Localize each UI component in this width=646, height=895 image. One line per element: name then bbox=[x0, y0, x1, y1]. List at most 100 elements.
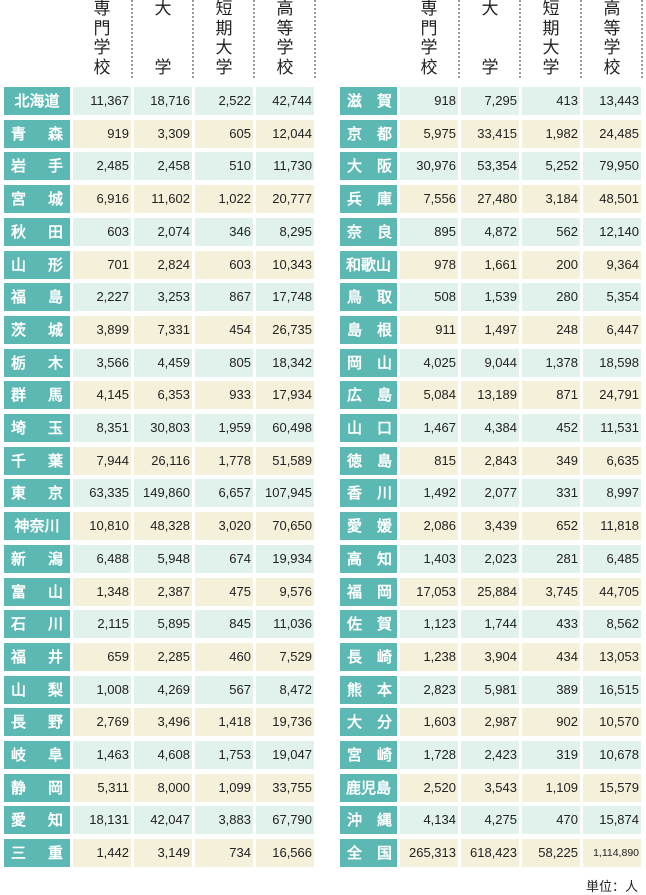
header-char: 学 bbox=[276, 38, 294, 58]
value-cell: 8,472 bbox=[256, 675, 314, 704]
table-row: 和歌山 978 1,661 200 9,364 bbox=[340, 250, 641, 279]
header-high-school: 高等学校 bbox=[583, 0, 643, 78]
table-row: 茨 城 3,899 7,331 454 26,735 bbox=[4, 315, 314, 344]
prefecture-label: 福 岡 bbox=[340, 577, 397, 606]
prefecture-label: 群 馬 bbox=[4, 381, 70, 410]
value-cell: 265,313 bbox=[400, 839, 458, 868]
value-cell: 7,295 bbox=[461, 87, 519, 115]
table-row: 愛 媛 2,086 3,439 652 11,818 bbox=[340, 512, 641, 541]
value-cell: 1,463 bbox=[73, 741, 131, 769]
value-cell: 63,335 bbox=[73, 479, 131, 508]
value-cell: 19,934 bbox=[256, 544, 314, 573]
value-cell: 3,020 bbox=[195, 512, 253, 541]
value-cell: 815 bbox=[400, 446, 458, 475]
value-cell: 26,735 bbox=[256, 315, 314, 344]
value-cell: 17,053 bbox=[400, 577, 458, 606]
table-row: 福 井 659 2,285 460 7,529 bbox=[4, 642, 314, 671]
table-row: 富 山 1,348 2,387 475 9,576 bbox=[4, 577, 314, 606]
value-cell: 44,705 bbox=[583, 577, 641, 606]
header-char: 学 bbox=[420, 38, 438, 58]
value-cell: 867 bbox=[195, 283, 253, 312]
table-row: 山 梨 1,008 4,269 567 8,472 bbox=[4, 675, 314, 704]
prefecture-label: 埼 玉 bbox=[4, 414, 70, 442]
table-row: 福 島 2,227 3,253 867 17,748 bbox=[4, 283, 314, 312]
header-university: 大学 bbox=[461, 0, 521, 78]
value-cell: 24,485 bbox=[583, 119, 641, 148]
value-cell: 871 bbox=[522, 381, 580, 410]
header-char: 学 bbox=[93, 38, 111, 58]
value-cell: 510 bbox=[195, 152, 253, 181]
value-cell: 200 bbox=[522, 250, 580, 279]
value-cell: 17,934 bbox=[256, 381, 314, 410]
header-char: 学 bbox=[215, 57, 233, 78]
prefecture-label: 栃 木 bbox=[4, 348, 70, 377]
header-char: 門 bbox=[420, 18, 438, 39]
value-cell: 70,650 bbox=[256, 512, 314, 541]
value-cell: 2,987 bbox=[461, 708, 519, 737]
header-char: 等 bbox=[603, 18, 621, 39]
value-cell: 6,916 bbox=[73, 185, 131, 214]
prefecture-label: 愛 媛 bbox=[340, 512, 397, 541]
value-cell: 701 bbox=[73, 250, 131, 279]
value-cell: 5,252 bbox=[522, 152, 580, 181]
table-row: 広 島 5,084 13,189 871 24,791 bbox=[340, 381, 641, 410]
value-cell: 8,000 bbox=[134, 773, 192, 802]
value-cell: 2,115 bbox=[73, 610, 131, 639]
prefecture-label: 大 阪 bbox=[340, 152, 397, 181]
header-char: 短 bbox=[215, 0, 233, 19]
header-char: 大 bbox=[154, 0, 172, 19]
value-cell: 562 bbox=[522, 217, 580, 246]
prefecture-label: 山 形 bbox=[4, 250, 70, 279]
prefecture-label: 青 森 bbox=[4, 119, 70, 148]
value-cell: 281 bbox=[522, 544, 580, 573]
prefecture-label: 京 都 bbox=[340, 119, 397, 148]
header-char: 専 bbox=[93, 0, 111, 19]
prefecture-label: 愛 知 bbox=[4, 806, 70, 835]
table-row: 鳥 取 508 1,539 280 5,354 bbox=[340, 283, 641, 312]
prefecture-label: 鹿児島 bbox=[340, 773, 397, 802]
value-cell: 8,562 bbox=[583, 610, 641, 639]
header-high-school: 高等学校 bbox=[256, 0, 316, 78]
prefecture-label: 東 京 bbox=[4, 479, 70, 508]
value-cell: 6,657 bbox=[195, 479, 253, 508]
prefecture-label: 徳 島 bbox=[340, 446, 397, 475]
value-cell: 2,227 bbox=[73, 283, 131, 312]
value-cell: 845 bbox=[195, 610, 253, 639]
value-cell: 1,109 bbox=[522, 773, 580, 802]
value-cell: 659 bbox=[73, 642, 131, 671]
value-cell: 1,123 bbox=[400, 610, 458, 639]
header-char: 専 bbox=[420, 0, 438, 19]
value-cell: 30,803 bbox=[134, 414, 192, 442]
value-cell: 734 bbox=[195, 839, 253, 868]
value-cell: 13,189 bbox=[461, 381, 519, 410]
header-char: 門 bbox=[93, 18, 111, 39]
value-cell: 4,384 bbox=[461, 414, 519, 442]
value-cell: 618,423 bbox=[461, 839, 519, 868]
header-char: 学 bbox=[603, 38, 621, 58]
value-cell: 331 bbox=[522, 479, 580, 508]
value-cell: 67,790 bbox=[256, 806, 314, 835]
value-cell: 933 bbox=[195, 381, 253, 410]
prefecture-label: 島 根 bbox=[340, 315, 397, 344]
value-cell: 26,116 bbox=[134, 446, 192, 475]
header-char: 校 bbox=[93, 57, 111, 78]
header-char: 校 bbox=[603, 57, 621, 78]
value-cell: 652 bbox=[522, 512, 580, 541]
header-char: 大 bbox=[542, 38, 560, 58]
value-cell: 9,044 bbox=[461, 348, 519, 377]
value-cell: 1,442 bbox=[73, 839, 131, 868]
table-row: 山 口 1,467 4,384 452 11,531 bbox=[340, 414, 641, 442]
value-cell: 33,415 bbox=[461, 119, 519, 148]
prefecture-label: 沖 縄 bbox=[340, 806, 397, 835]
value-cell: 2,077 bbox=[461, 479, 519, 508]
value-cell: 1,099 bbox=[195, 773, 253, 802]
value-cell: 1,008 bbox=[73, 675, 131, 704]
value-cell: 11,531 bbox=[583, 414, 641, 442]
header-vocational-school: 専門学校 bbox=[400, 0, 460, 78]
prefecture-label: 三 重 bbox=[4, 839, 70, 868]
table-row: 島 根 911 1,497 248 6,447 bbox=[340, 315, 641, 344]
unit-label: 単位：人 bbox=[585, 880, 638, 895]
table-row: 香 川 1,492 2,077 331 8,997 bbox=[340, 479, 641, 508]
value-cell: 33,755 bbox=[256, 773, 314, 802]
value-cell: 48,501 bbox=[583, 185, 641, 214]
